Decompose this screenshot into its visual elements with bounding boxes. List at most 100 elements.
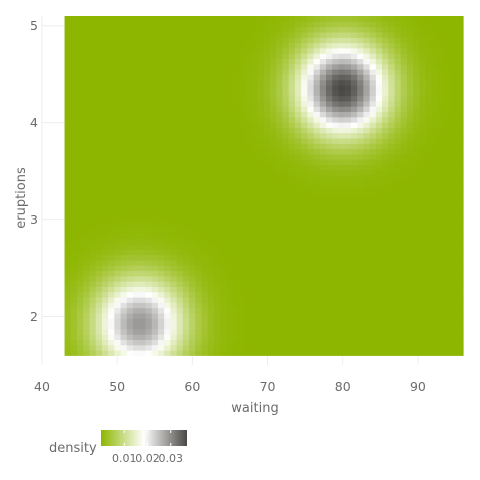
heatmap-cell <box>326 169 333 176</box>
heatmap-cell <box>375 127 383 134</box>
heatmap-cell <box>95 344 103 351</box>
heatmap-cell <box>108 339 115 346</box>
heatmap-cell <box>400 127 408 134</box>
heatmap-cell <box>95 95 103 102</box>
heatmap-cell <box>369 69 377 75</box>
heatmap-cell <box>319 164 327 171</box>
heatmap-cell <box>444 228 452 234</box>
heatmap-cell <box>263 116 271 123</box>
heatmap-cell <box>120 312 128 319</box>
heatmap-cell <box>164 164 171 171</box>
heatmap-cell <box>201 249 209 256</box>
heatmap-cell <box>438 31 445 38</box>
heatmap-cell <box>133 79 140 86</box>
heatmap-cell <box>425 132 433 139</box>
heatmap-cell <box>344 53 352 60</box>
heatmap-cell <box>276 175 284 181</box>
heatmap-cell <box>213 296 221 303</box>
heatmap-cell <box>400 318 408 325</box>
heatmap-cell <box>83 212 91 219</box>
heatmap-cell <box>425 175 433 181</box>
heatmap-cell <box>419 180 427 187</box>
heatmap-cell <box>307 137 315 144</box>
heatmap-cell <box>151 26 159 33</box>
heatmap-cell <box>151 312 159 319</box>
heatmap-cell <box>170 175 178 181</box>
heatmap-cell <box>282 53 290 60</box>
heatmap-cell <box>182 53 190 60</box>
heatmap-cell <box>270 137 277 144</box>
heatmap-cell <box>108 243 115 250</box>
heatmap-cell <box>357 63 364 70</box>
heatmap-cell <box>114 328 122 335</box>
heatmap-cell <box>70 334 78 340</box>
heatmap-cell <box>294 100 302 107</box>
heatmap-cell <box>189 307 196 314</box>
heatmap-cell <box>326 58 333 65</box>
heatmap-cell <box>95 270 103 277</box>
heatmap-cell <box>456 53 464 60</box>
heatmap-cell <box>189 201 196 208</box>
heatmap-cell <box>170 206 178 213</box>
heatmap-cell <box>189 58 196 65</box>
heatmap-cell <box>232 164 240 171</box>
heatmap-cell <box>201 69 209 75</box>
heatmap-cell <box>313 159 321 166</box>
heatmap-cell <box>431 228 439 234</box>
heatmap-cell <box>438 132 445 139</box>
heatmap-cell <box>70 339 78 346</box>
heatmap-cell <box>307 95 315 102</box>
heatmap-cell <box>263 90 271 97</box>
heatmap-cell <box>413 228 421 234</box>
heatmap-cell <box>257 201 265 208</box>
heatmap-cell <box>326 312 333 319</box>
heatmap-cell <box>350 275 358 282</box>
heatmap-cell <box>350 238 358 245</box>
heatmap-cell <box>182 302 190 309</box>
heatmap-cell <box>419 196 427 203</box>
heatmap-cell <box>95 69 103 75</box>
heatmap-cell <box>83 318 91 325</box>
heatmap-cell <box>425 350 433 356</box>
heatmap-cell <box>89 53 97 60</box>
heatmap-cell <box>326 281 333 287</box>
heatmap-cell <box>313 74 321 81</box>
heatmap-cell <box>83 58 91 65</box>
heatmap-cell <box>288 350 296 356</box>
heatmap-cell <box>170 318 178 325</box>
heatmap-cell <box>413 47 421 54</box>
heatmap-cell <box>226 291 234 298</box>
heatmap-cell <box>238 69 246 75</box>
heatmap-cell <box>189 249 196 256</box>
heatmap-cell <box>189 328 196 335</box>
heatmap-cell <box>431 265 439 272</box>
heatmap-cell <box>101 265 109 272</box>
heatmap-cell <box>419 270 427 277</box>
heatmap-cell <box>257 323 265 330</box>
heatmap-cell <box>114 350 122 356</box>
heatmap-cell <box>120 53 128 60</box>
heatmap-cell <box>450 201 458 208</box>
heatmap-cell <box>382 21 389 28</box>
heatmap-cell <box>450 111 458 118</box>
heatmap-cell <box>357 339 364 346</box>
heatmap-cell <box>226 111 234 118</box>
heatmap-cell <box>133 42 140 49</box>
heatmap-cell <box>70 180 78 187</box>
heatmap-cell <box>326 259 333 266</box>
heatmap-cell <box>332 37 340 44</box>
heatmap-cell <box>195 84 203 91</box>
heatmap-cell <box>270 31 277 38</box>
heatmap-cell <box>313 132 321 139</box>
heatmap-cell <box>276 16 284 22</box>
heatmap-cell <box>425 180 433 187</box>
heatmap-cell <box>77 153 84 160</box>
heatmap-cell <box>400 164 408 171</box>
heatmap-cell <box>89 228 97 234</box>
heatmap-cell <box>263 21 271 28</box>
heatmap-cell <box>431 318 439 325</box>
heatmap-cell <box>438 58 445 65</box>
heatmap-cell <box>226 318 234 325</box>
heatmap-cell <box>425 159 433 166</box>
heatmap-cell <box>456 328 464 335</box>
